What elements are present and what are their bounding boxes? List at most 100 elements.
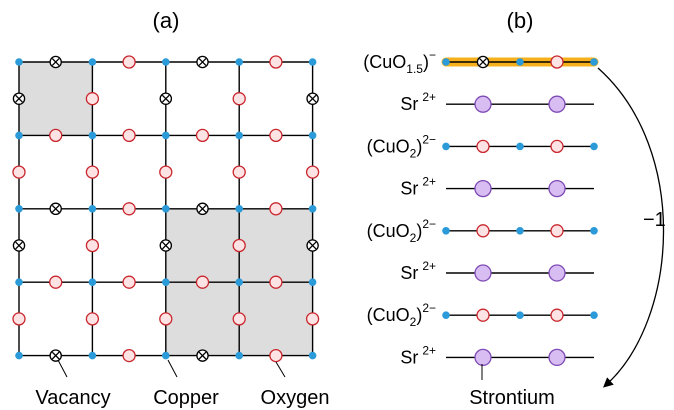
vacancy-site [49,202,62,216]
copper-atom [88,351,97,360]
layer-formula: (CuO2)2− [367,217,436,245]
vacancy-site [196,349,209,362]
copper-atom [162,278,170,287]
copper-atom [235,351,243,360]
layer-formula: (CuO2)2− [367,132,436,160]
copper-atom [590,58,598,66]
strontium-atom [548,264,566,282]
layer-formula: (CuO1.5)− [363,48,436,76]
vacancy-site [49,55,62,69]
copper-atom [590,142,598,151]
oxygen-atom [122,348,136,363]
oxygen-atom [85,92,100,106]
oxygen-atom [85,312,100,326]
copper-atom [162,351,170,360]
copper-label: Copper [153,387,219,409]
oxygen-atom [269,348,283,363]
vacancy-site [12,92,26,105]
lattice-atoms [12,55,320,363]
oxygen-atom [49,275,63,289]
oxygen-atom [49,128,63,143]
shaded-cell [239,282,313,356]
copper-atom [516,142,524,151]
oxygen-atom [85,165,100,179]
copper-atom [15,58,23,66]
copper-atom [516,227,524,235]
vacancy-site [159,92,173,105]
copper-atom [15,278,23,287]
oxygen-atom [12,165,26,179]
layer-formula: (CuO2)2− [367,301,436,329]
oxygen-atom [85,238,100,253]
copper-atom [442,227,450,235]
shaded-cell [19,62,93,136]
copper-atom [88,278,97,287]
oxygen-atom [269,128,283,143]
oxygen-atom [305,165,320,179]
oxygen-atom [195,275,210,289]
layer-formula: Sr 2+ [400,90,436,114]
oxygen-atom [232,238,246,253]
strontium-atom [548,179,566,198]
copper-atom [162,205,170,213]
oxygen-atom [550,224,564,238]
shaded-cell [165,282,240,356]
strontium-atom [474,95,492,113]
copper-atom [235,278,243,287]
vacancy-site [306,92,319,105]
copper-atom [308,58,317,66]
copper-atom [308,278,317,287]
strontium-label: Strontium [469,387,555,409]
oxygen-atom [12,312,26,326]
shaded-cell [165,208,240,283]
layer-stack: (CuO1.5)− Sr 2+ (CuO2)2− Sr 2+ (CuO2)2− Sr 2+ (Cu… [363,48,599,367]
layer-row: Sr 2+ [400,90,594,114]
copper-atom [15,205,23,213]
layer-row: (CuO2)2− [367,301,598,329]
oxygen-atom [232,165,246,179]
panel-a-label: (a) [153,8,180,33]
copper-atom [15,131,23,140]
oxygen-atom [476,139,490,154]
layer-row: (CuO2)2− [367,132,598,160]
oxygen-atom [550,139,564,154]
oxygen-atom [195,128,210,143]
vacancy-site [196,202,209,216]
copper-atom [442,311,450,320]
oxygen-atom [476,308,490,322]
oxygen-atom [232,312,246,326]
oxygen-atom [159,165,173,179]
oxygen-atom [122,55,136,69]
copper-atom [590,227,598,235]
copper-atom [235,58,243,66]
vacancy-site [49,349,62,362]
copper-atom [235,205,243,213]
copper-atom [308,205,317,213]
layer-row: Sr 2+ [400,175,594,199]
charge-label: −1 [643,209,666,231]
copper-atom [442,142,450,151]
oxygen-atom [269,55,283,69]
vacancy-site [306,239,319,252]
vacancy-pointer [57,359,68,378]
vacancy-site [12,239,26,252]
copper-atom [15,351,23,360]
strontium-atom [474,264,492,282]
strontium-atom [548,95,566,113]
charge-arrow [597,67,665,388]
oxygen-atom [269,275,283,289]
layer-formula: Sr 2+ [400,175,436,199]
copper-atom [235,131,243,140]
copper-atom [590,311,598,320]
oxygen-label: Oxygen [261,387,330,409]
oxygen-atom [269,202,283,216]
oxygen-atom [476,224,490,238]
oxygen-atom [550,55,564,69]
layer-row: (CuO2)2− [367,217,598,245]
oxygen-atom [305,312,320,326]
copper-atom [88,205,97,213]
oxygen-atom [550,308,564,322]
vacancy-site [159,239,173,252]
vacancy-site [196,55,209,69]
panel-a-lattice: (a) Vacancy Copper Oxygen [12,8,330,409]
